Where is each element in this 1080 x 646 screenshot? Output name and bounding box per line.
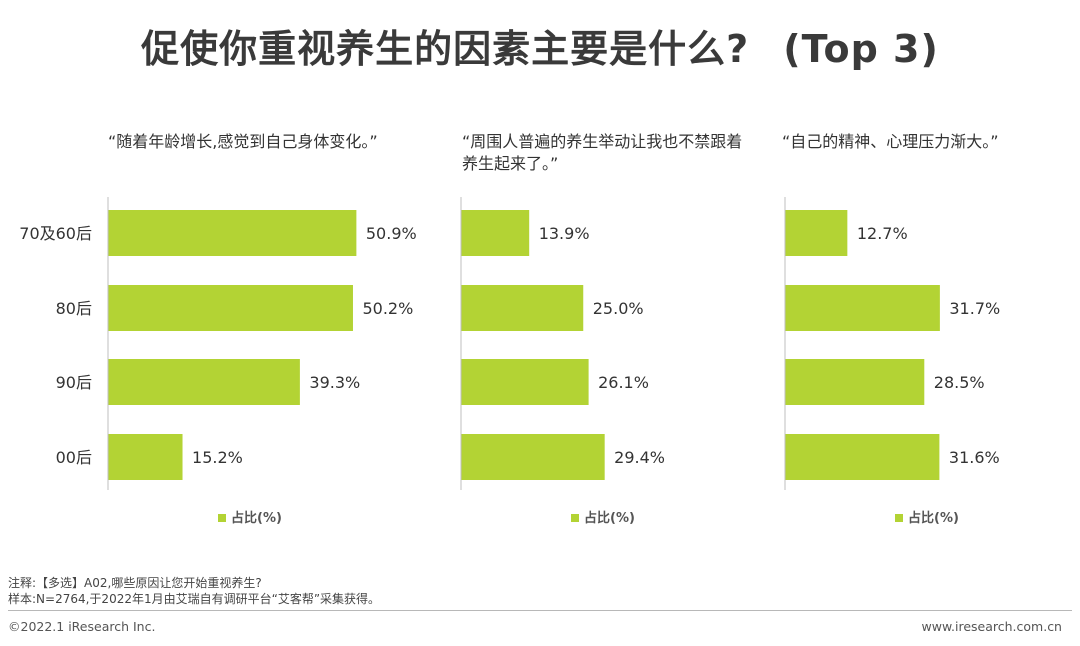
bar-value-label: 50.9% (366, 224, 417, 243)
bar-value-label: 15.2% (192, 448, 243, 467)
copyright-text: ©2022.1 iResearch Inc. (8, 619, 156, 634)
bar-value-label: 29.4% (614, 448, 665, 467)
category-label: 70及60后 (19, 224, 92, 243)
panel-title-3: “自己的精神、心理压力渐大。” (782, 132, 999, 151)
page-title: 促使你重视养生的因素主要是什么? (Top 3) (0, 18, 1080, 73)
bar (785, 359, 925, 405)
page-title-main: 促使你重视养生的因素主要是什么? (141, 27, 750, 71)
bar (108, 434, 183, 480)
bar (108, 210, 357, 256)
bar-value-label: 12.7% (857, 224, 908, 243)
bar-value-label: 28.5% (934, 373, 985, 392)
page-title-suffix: (Top 3) (783, 27, 939, 71)
bar-value-label: 50.2% (362, 299, 413, 318)
panel-title-1: “随着年龄增长,感觉到自己身体变化。” (108, 132, 378, 151)
footnote-note: 注释:【多选】A02,哪些原因让您开始重视养生? (8, 576, 262, 590)
bar (785, 285, 940, 331)
bar (461, 359, 589, 405)
bar (785, 434, 940, 480)
bar (461, 434, 605, 480)
category-label: 00后 (56, 448, 92, 467)
bar-value-label: 39.3% (309, 373, 360, 392)
category-label: 80后 (56, 299, 92, 318)
bar-value-label: 13.9% (539, 224, 590, 243)
bar (785, 210, 848, 256)
legend-label: 占比(%) (231, 510, 282, 526)
bar (461, 210, 530, 256)
legend-label: 占比(%) (584, 510, 635, 526)
legend-swatch (218, 514, 226, 522)
bar (108, 285, 353, 331)
legend-swatch (571, 514, 579, 522)
footnote-sample: 样本:N=2764,于2022年1月由艾瑞自有调研平台“艾客帮”采集获得。 (8, 592, 381, 606)
bar (461, 285, 584, 331)
legend-label: 占比(%) (908, 510, 959, 526)
bar-value-label: 25.0% (593, 299, 644, 318)
bar-value-label: 26.1% (598, 373, 649, 392)
footer-divider (8, 610, 1072, 611)
bar (108, 359, 300, 405)
panel-title-2: “周围人普遍的养生举动让我也不禁跟着养生起来了。” (462, 132, 743, 173)
bar-value-label: 31.6% (949, 448, 1000, 467)
category-label: 90后 (56, 373, 92, 392)
website-link[interactable]: www.iresearch.com.cn (921, 619, 1063, 634)
bar-value-label: 31.7% (949, 299, 1000, 318)
legend-swatch (895, 514, 903, 522)
